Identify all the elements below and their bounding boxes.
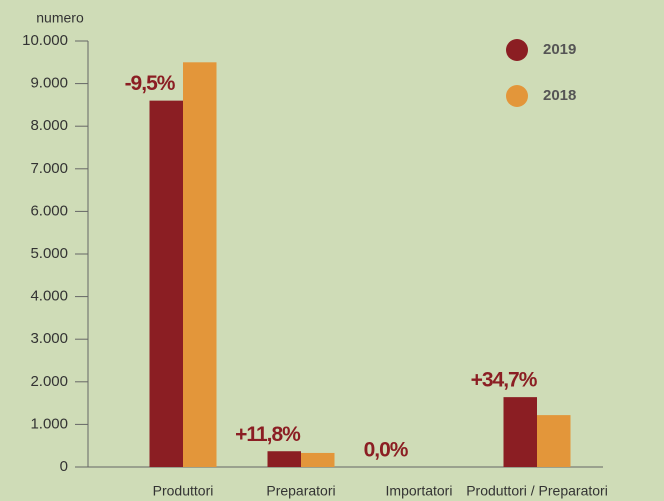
y-tick-label: 5.000 xyxy=(30,245,68,262)
bar xyxy=(149,100,183,467)
y-tick-label: 4.000 xyxy=(30,288,68,305)
legend-label: 2019 xyxy=(543,41,576,58)
legend-marker xyxy=(506,39,528,61)
x-tick-label: Preparatori xyxy=(266,483,335,499)
x-tick-label: Importatori xyxy=(386,483,453,499)
annotation: +34,7% xyxy=(471,369,538,392)
y-tick-label: 8.000 xyxy=(30,117,68,134)
annotation: +11,8% xyxy=(235,423,301,446)
y-tick-label: 0 xyxy=(60,458,68,475)
legend-marker xyxy=(506,85,528,107)
y-tick-label: 1.000 xyxy=(30,415,68,432)
bar xyxy=(537,415,571,467)
legend-label: 2018 xyxy=(543,87,576,104)
bar xyxy=(183,62,217,468)
x-tick-label: Produttori xyxy=(153,483,214,499)
bar xyxy=(503,397,537,467)
annotation: -9,5% xyxy=(125,72,176,95)
y-tick-label: 3.000 xyxy=(30,330,68,347)
y-tick-label: 9.000 xyxy=(30,75,68,92)
y-tick-label: 10.000 xyxy=(22,32,68,49)
x-tick-label: Produttori / Preparatori xyxy=(466,483,608,499)
y-tick-label: 6.000 xyxy=(30,202,68,219)
bar xyxy=(267,451,301,467)
y-axis-label: numero xyxy=(36,10,84,26)
bar xyxy=(301,452,335,467)
y-tick-label: 2.000 xyxy=(30,373,68,390)
annotation: 0,0% xyxy=(364,439,409,462)
y-tick-label: 7.000 xyxy=(30,160,68,177)
